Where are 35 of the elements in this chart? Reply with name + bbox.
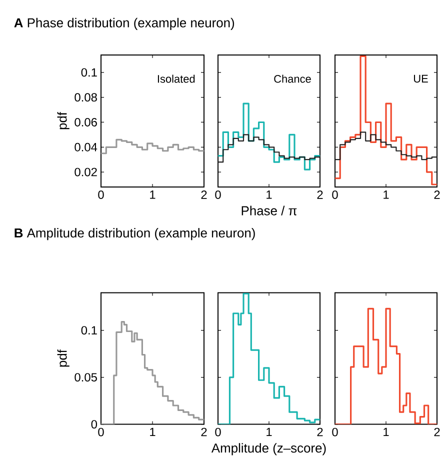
- chart-title: A Phase distribution (example neuron): [14, 18, 234, 30]
- x-tick-label: 0: [215, 190, 222, 199]
- annotation: Isolated: [158, 74, 195, 83]
- x-tick-label: 1: [150, 428, 156, 436]
- x-tick-label: 1: [384, 428, 389, 436]
- x-axis-title: Phase / π: [242, 206, 297, 216]
- y-tick-label: 0.08: [74, 93, 98, 102]
- x-tick-label: 2: [201, 428, 207, 436]
- x-tick-label: 0: [98, 428, 104, 436]
- x-tick-label: 1: [266, 190, 272, 199]
- chart-title: B Amplitude distribution (example neuron): [14, 228, 256, 240]
- y-axis-title: pdf: [57, 112, 70, 130]
- x-tick-label: 0: [215, 428, 222, 436]
- y-axis-title: pdf: [57, 349, 70, 367]
- x-tick-label: 1: [384, 190, 389, 199]
- annotation: Chance: [274, 74, 312, 83]
- x-tick-label: 1: [266, 428, 272, 436]
- x-tick-label: 1: [150, 190, 156, 199]
- x-tick-label: 2: [317, 428, 323, 436]
- x-tick-label: 0: [332, 428, 338, 436]
- x-tick-label: 0: [332, 190, 338, 199]
- y-tick-label: 0.05: [74, 373, 98, 382]
- y-tick-label: 0.06: [74, 118, 98, 126]
- y-tick-label: 0.04: [74, 142, 98, 152]
- x-tick-label: 2: [317, 190, 323, 199]
- y-tick-label: 0.02: [74, 168, 98, 176]
- x-tick-label: 0: [98, 190, 104, 199]
- y-tick-label: 0.1: [82, 326, 98, 335]
- x-tick-label: 2: [201, 190, 207, 199]
- x-tick-label: 2: [434, 190, 440, 199]
- annotation: UE: [414, 74, 428, 83]
- x-axis-title: Amplitude (z–score): [212, 443, 326, 456]
- y-tick-label: 0: [91, 420, 98, 429]
- x-tick-label: 2: [434, 428, 440, 436]
- y-tick-label: 0.1: [82, 68, 98, 77]
